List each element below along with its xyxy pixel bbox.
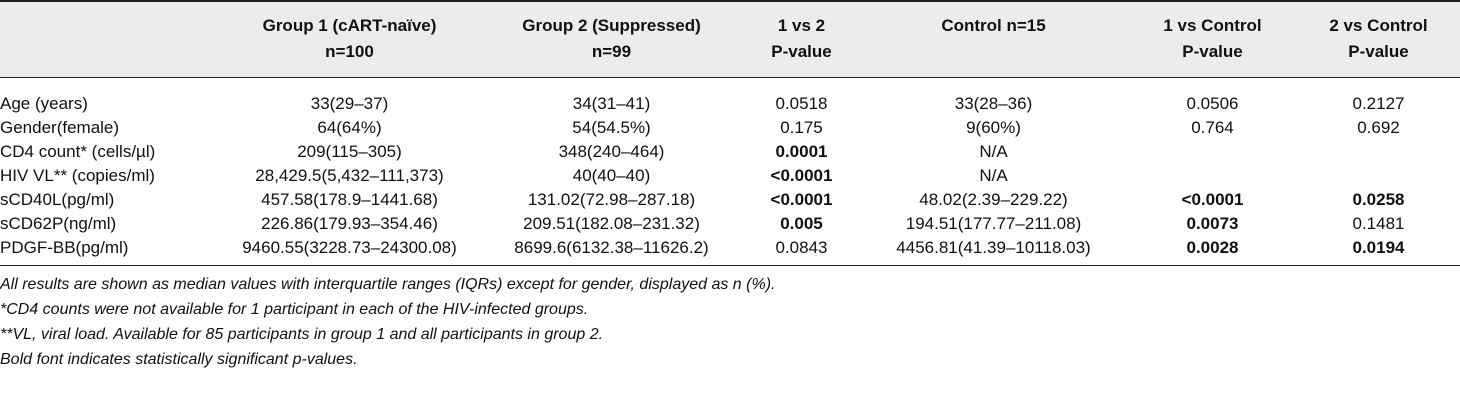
table-cell: 64(64%) [317,117,382,137]
table-cell [1297,164,1460,188]
table-cell: 0.0258 [1352,189,1405,209]
table-row: HIV VL** (copies/ml) 28,429.5(5,432–111,3… [0,164,1460,188]
header-row: Group 1 (cART-naïve) n=100 Group 2 (Supp… [0,1,1460,77]
table-cell: 0.175 [780,117,823,137]
header-1vscontrol-line1: 1 vs Control [1163,16,1262,36]
row-label: Gender(female) [0,117,120,137]
table-cell: 457.58(178.9–1441.68) [261,189,438,209]
table-row: Age (years) 33(29–37) 34(31–41) 0.0518 33(28… [0,77,1460,116]
row-label: CD4 count* (cells/µl) [0,141,156,161]
table-cell: 0.0843 [775,237,828,257]
table-cell: 348(240–464) [558,141,665,161]
row-label: sCD40L(pg/ml) [0,189,115,209]
table-cell: <0.0001 [1181,189,1244,209]
table-cell: <0.0001 [770,165,833,185]
header-control-line2 [863,39,1124,65]
table-body: Age (years) 33(29–37) 34(31–41) 0.0518 33(28… [0,77,1460,265]
header-control-line1: Control n=15 [941,16,1046,36]
footnote: *CD4 counts were not available for 1 par… [0,300,589,318]
header-cell-group2: Group 2 (Suppressed) n=99 [479,1,744,77]
table-cell: 0.0194 [1352,237,1405,257]
header-1vscontrol-line2: P-value [1182,42,1243,62]
table-cell: 226.86(179.93–354.46) [261,213,438,233]
table-cell: 0.692 [1357,117,1400,137]
table-cell [1297,140,1460,164]
table-cell: 0.1481 [1352,213,1405,233]
header-1vs2-line2: P-value [771,42,832,62]
table-cell: 40(40–40) [572,165,651,185]
header-group1-line2: n=100 [325,42,374,62]
table-cell: 9(60%) [966,117,1021,137]
table-cell: N/A [979,165,1008,185]
row-label: Age (years) [0,93,88,113]
table-cell [1128,140,1297,164]
table-cell: <0.0001 [770,189,833,209]
table-cell: 33(29–37) [310,93,389,113]
footnote: **VL, viral load. Available for 85 parti… [0,325,604,343]
table-cell: 48.02(2.39–229.22) [919,189,1068,209]
row-label: sCD62P(ng/ml) [0,213,117,233]
header-cell-1vscontrol: 1 vs Control P-value [1128,1,1297,77]
header-1vs2-line1: 1 vs 2 [777,16,826,36]
footnote: Bold font indicates statistically signif… [0,350,358,368]
table-cell: 9460.55(3228.73–24300.08) [242,237,457,257]
table-footnotes: All results are shown as median values w… [0,272,1460,372]
table-cell: 0.005 [780,213,823,233]
table-cell: 0.0028 [1186,237,1239,257]
table-cell: 194.51(177.77–211.08) [905,213,1082,233]
header-2vscontrol-line2: P-value [1348,42,1409,62]
header-cell-2vscontrol: 2 vs Control P-value [1297,1,1460,77]
table-cell: 4456.81(41.39–10118.03) [896,237,1091,257]
table-row: CD4 count* (cells/µl) 209(115–305) 348(240… [0,140,1460,164]
table-cell: N/A [979,141,1008,161]
table-cell: 28,429.5(5,432–111,373) [255,165,444,185]
table-row: sCD40L(pg/ml) 457.58(178.9–1441.68) 131.02… [0,188,1460,212]
header-cell-label [0,1,220,77]
table-row: PDGF-BB(pg/ml) 9460.55(3228.73–24300.08) 8… [0,236,1460,265]
table-cell: 209(115–305) [297,141,402,161]
header-cell-1vs2: 1 vs 2 P-value [744,1,859,77]
table-cell: 8699.6(6132.38–11626.2) [514,237,709,257]
table-row: Gender(female) 64(64%) 54(54.5%) 0.175 9(60%… [0,116,1460,140]
footnote: All results are shown as median values w… [0,275,776,293]
row-label: HIV VL** (copies/ml) [0,165,155,185]
table-cell: 0.0518 [775,93,828,113]
table-cell: 54(54.5%) [572,117,651,137]
table-cell: 34(31–41) [572,93,651,113]
table-cell: 0.0506 [1186,93,1239,113]
header-cell-control: Control n=15 [859,1,1128,77]
table-cell: 0.0001 [775,141,828,161]
header-group1-line1: Group 1 (cART-naïve) [262,16,437,36]
table-cell [1128,164,1297,188]
row-label: PDGF-BB(pg/ml) [0,237,129,257]
header-group2-line1: Group 2 (Suppressed) [522,16,701,36]
table-cell: 0.0073 [1186,213,1239,233]
header-cell-group1: Group 1 (cART-naïve) n=100 [220,1,479,77]
header-group2-line2: n=99 [591,42,632,62]
table-cell: 209.51(182.08–231.32) [523,213,700,233]
table-cell: 131.02(72.98–287.18) [527,189,696,209]
table-row: sCD62P(ng/ml) 226.86(179.93–354.46) 209.51… [0,212,1460,236]
header-2vscontrol-line1: 2 vs Control [1329,16,1428,36]
table-cell: 33(28–36) [954,93,1033,113]
table-cell: 0.764 [1191,117,1234,137]
table-cell: 0.2127 [1352,93,1405,113]
table-header: Group 1 (cART-naïve) n=100 Group 2 (Supp… [0,1,1460,77]
results-table: Group 1 (cART-naïve) n=100 Group 2 (Supp… [0,1,1460,265]
